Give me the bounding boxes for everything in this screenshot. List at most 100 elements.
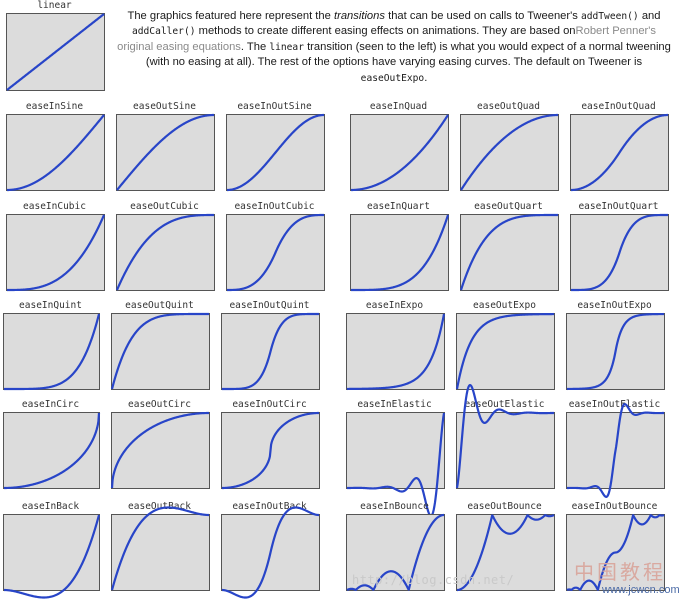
easing-cell-easeOutCirc: easeOutCirc [110,399,210,489]
easing-label: easeOutExpo [473,300,536,311]
easing-curve [6,214,106,292]
easing-curve [226,113,325,192]
easing-cell-easeInSine: easeInSine [6,101,105,192]
desc-text: transition (seen to the left) is what yo… [145,40,671,69]
desc-code: easeOutExpo [360,72,425,84]
easing-plot [115,213,215,291]
easing-plot [226,113,325,192]
site-logo: 中国教程 www.jcwcn.com [566,554,686,604]
easing-plot [3,313,101,391]
easing-chart [3,514,101,599]
easing-cell-easeOutQuad: easeOutQuad [460,101,559,191]
easing-label: easeInCirc [21,399,80,410]
easing-plot [221,312,320,391]
desc-text: The graphics featured here represent the [127,10,334,22]
easing-curve [110,411,210,489]
easing-plot [346,513,445,591]
easing-label: easeOutSine [133,101,196,112]
easing-chart [221,506,320,599]
easing-label: easeOutQuint [125,300,194,311]
easing-chart [116,113,215,191]
easing-chart [221,411,320,490]
easing-curve [566,403,665,498]
easing-plot [116,113,215,191]
desc-emphasis: transitions [333,10,385,22]
easing-plot [566,403,665,498]
easing-curve [110,312,210,390]
easing-chart [566,312,665,391]
easing-chart [6,114,105,192]
easing-cell-easeInExpo: easeInExpo [346,300,446,391]
logo-text: 中国教程 [574,560,666,584]
easing-cell-easeInOutQuint: easeInOutQuint [221,300,320,391]
easing-label: easeOutQuart [474,201,543,212]
easing-curve [346,513,445,591]
easing-chart [346,313,446,391]
desc-text: methods to create different easing effec… [195,25,576,38]
easing-plot [350,114,449,192]
easing-plot [110,506,210,591]
easing-label: easeInOutQuart [578,201,659,212]
easing-label: easeOutBounce [467,501,542,512]
easing-curve [6,13,105,91]
easing-cell-easeInQuad: easeInQuad [350,101,449,192]
easing-curve [570,213,669,292]
easing-label: easeInQuart [367,201,430,212]
easing-plot [459,213,559,291]
easing-plot [221,411,320,490]
easing-curve [455,383,555,489]
easing-curve [226,213,325,292]
easing-label: easeInQuad [369,101,428,112]
desc-code: linear [269,41,304,53]
easing-chart [6,214,106,292]
desc-text: that can be used on calls to Tweener's [384,10,581,22]
description-text: The graphics featured here represent the… [116,9,672,86]
easing-label: easeInExpo [365,300,424,311]
easing-curve [350,214,450,292]
easing-plot [6,13,105,91]
easing-cell-easeInOutBounce: easeInOutBounce [566,501,665,592]
easing-chart [566,403,665,498]
easing-cell-easeInOutSine: easeInOutSine [226,101,325,192]
easing-label: easeInBack [21,501,80,512]
easing-curve [6,114,105,192]
desc-text: . [424,71,428,84]
easing-plot [350,214,450,292]
penner-link[interactable]: Robert Penner's original easing equation… [117,25,657,53]
easing-chart [459,213,559,291]
easing-plot [226,213,325,292]
easing-curve [455,312,555,390]
easing-cell-easeOutQuint: easeOutQuint [110,300,210,390]
easing-chart [110,312,210,390]
easing-label: easeInOutQuad [581,101,656,112]
easing-chart [110,411,210,489]
easing-curve [346,412,446,518]
easing-cell-easeInOutQuart: easeInOutQuart [570,201,669,292]
easing-label: easeInElastic [357,399,432,410]
easing-label: easeInQuint [19,300,82,311]
easing-plot [455,383,555,489]
easing-chart [566,513,665,592]
easing-plot [221,506,320,599]
easing-cell-easeOutCubic: easeOutCubic [115,201,215,291]
easing-plot [566,312,665,391]
desc-code: addTween() [580,11,639,22]
easing-curve [3,313,101,391]
easing-cell-easeInQuart: easeInQuart [350,201,450,292]
easing-plot [346,313,446,391]
easing-plot [346,412,446,518]
easing-cell-easeInOutExpo: easeInOutExpo [566,300,665,391]
easing-curve [3,514,101,599]
easing-label: easeOutCirc [128,399,191,410]
easing-chart [110,506,210,591]
easing-label: easeInOutBounce [571,501,658,512]
easing-cell-easeOutQuart: easeOutQuart [459,201,559,291]
desc-text: and [638,10,661,22]
easing-chart [570,113,669,192]
easing-curve [459,213,559,291]
easing-curve [460,113,559,191]
easing-chart [455,312,555,390]
easing-chart [346,513,445,591]
easing-plot [455,312,555,390]
easing-cell-easeInBack: easeInBack [3,501,101,599]
